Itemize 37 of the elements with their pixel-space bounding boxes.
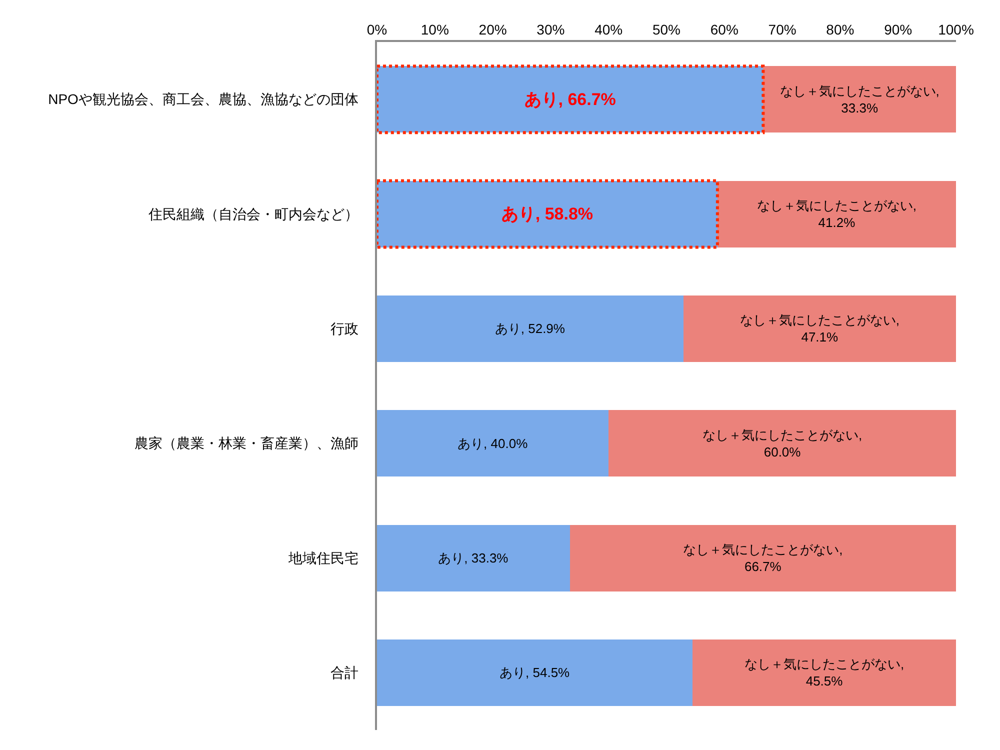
bar	[377, 639, 693, 706]
x-tick-label: 10%	[420, 22, 449, 38]
x-tick-label: 100%	[938, 22, 974, 38]
data-label: あり, 54.5%	[500, 665, 570, 680]
x-tick-label: 80%	[826, 22, 854, 38]
x-tick-label: 0%	[366, 22, 388, 38]
bar	[377, 295, 684, 362]
x-tick-label: 50%	[652, 22, 681, 38]
bar	[377, 410, 609, 477]
y-tick-label: 地域住民宅	[287, 550, 358, 566]
bar	[608, 410, 956, 477]
data-label: あり, 33.3%	[438, 550, 509, 566]
x-tick-label: 60%	[710, 22, 738, 38]
bar	[692, 639, 956, 706]
x-tick-label: 90%	[884, 22, 912, 38]
x-tick-label: 70%	[768, 22, 796, 38]
data-label: なし＋気にしたことがない, 41.2%	[756, 198, 917, 230]
y-tick-label: 農家（農業・林業・畜産業）、漁師	[134, 435, 358, 452]
y-tick-label: NPOや観光協会、商工会、農協、漁協などの団体	[48, 91, 358, 108]
data-label: あり, 52.9%	[494, 321, 566, 336]
data-label: なし＋気にしたことがない, 66.7%	[683, 542, 843, 574]
bar	[683, 295, 956, 362]
data-label: なし＋気にしたことがない, 45.5%	[744, 656, 904, 689]
x-tick-label: 20%	[478, 22, 507, 38]
y-tick-label: 行政	[330, 320, 358, 337]
data-label: あり, 66.7%	[524, 90, 616, 109]
bar	[570, 524, 956, 592]
data-label: なし＋気にしたことがない, 33.3%	[780, 83, 940, 116]
x-tick-label: 30%	[536, 22, 565, 38]
y-tick-label: 住民組織（自治会・町内会など）	[147, 206, 358, 222]
data-label: なし＋気にしたことがない, 47.1%	[740, 312, 900, 345]
x-tick-label: 40%	[594, 22, 623, 38]
bar	[377, 524, 570, 592]
y-tick-label: 合計	[330, 664, 358, 681]
data-label: あり, 40.0%	[458, 436, 528, 451]
data-label: あり, 58.8%	[501, 204, 594, 224]
data-label: なし＋気にしたことがない, 60.0%	[702, 427, 862, 460]
